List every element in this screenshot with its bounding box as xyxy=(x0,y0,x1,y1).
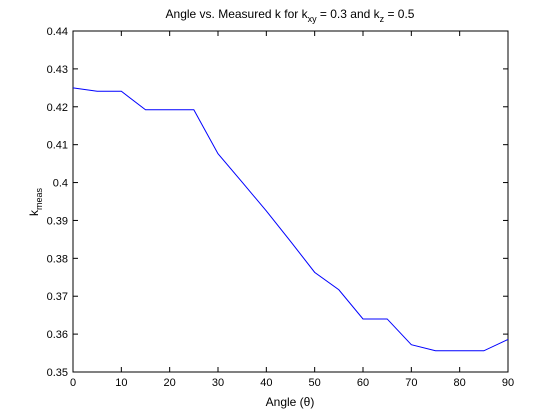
y-label-main: k xyxy=(27,209,41,216)
x-tick-label: 20 xyxy=(164,377,176,389)
y-tick-label: 0.41 xyxy=(47,140,68,152)
title-sub-z: z xyxy=(380,14,385,24)
x-tick-label: 50 xyxy=(309,377,321,389)
y-axis-label: kmeas xyxy=(27,188,44,217)
y-tick-label: 0.39 xyxy=(47,215,68,227)
y-tick-label: 0.38 xyxy=(47,253,68,265)
y-tick-label: 0.37 xyxy=(47,291,68,303)
y-axis-ticks: 0.35 0.36 0.37 0.38 0.39 0.4 0.41 0.42 0.43 0.44 xyxy=(47,26,508,379)
title-lead: Angle vs. Measured k for k xyxy=(166,7,309,21)
x-tick-label: 40 xyxy=(260,377,272,389)
y-tick-label: 0.42 xyxy=(47,102,68,114)
x-axis-label: Angle (θ) xyxy=(266,395,315,409)
y-tick-label: 0.43 xyxy=(47,64,68,76)
title-sub-xy: xy xyxy=(308,14,318,24)
x-tick-label: 10 xyxy=(115,377,127,389)
x-axis-ticks: 0 10 20 30 40 50 60 70 80 90 xyxy=(70,31,514,389)
chart-title: Angle vs. Measured k for kxy = 0.3 and k… xyxy=(166,7,415,24)
y-tick-label: 0.44 xyxy=(47,26,68,38)
x-tick-label: 60 xyxy=(357,377,369,389)
plot-area xyxy=(72,30,509,373)
series-layer xyxy=(72,87,509,352)
series-line xyxy=(72,87,509,352)
y-tick-label: 0.35 xyxy=(47,367,68,379)
y-label-sub: meas xyxy=(34,188,44,211)
x-tick-label: 80 xyxy=(454,377,466,389)
y-tick-label: 0.36 xyxy=(47,329,68,341)
x-tick-label: 90 xyxy=(502,377,514,389)
x-tick-label: 0 xyxy=(70,377,76,389)
x-tick-label: 30 xyxy=(212,377,224,389)
title-mid: = 0.3 and k xyxy=(317,7,381,21)
x-tick-label: 70 xyxy=(405,377,417,389)
y-tick-label: 0.4 xyxy=(53,178,68,190)
title-tail: = 0.5 xyxy=(384,7,415,21)
